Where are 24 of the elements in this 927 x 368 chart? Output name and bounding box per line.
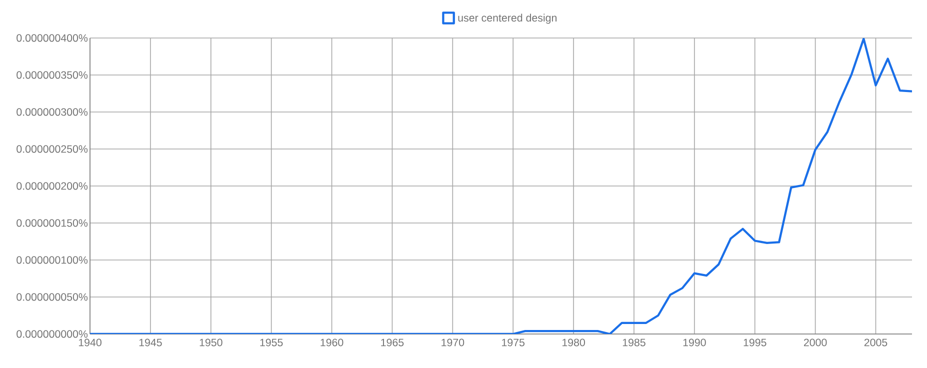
y-tick-label: 0.000000100% [16,256,88,264]
x-tick-label: 1990 [683,338,706,346]
x-tick-label: 1995 [744,338,766,346]
x-tick-label: 2000 [804,338,827,346]
legend-label: user centered design [458,14,557,24]
x-tick-label: 1980 [562,338,585,346]
x-tick-label: 1985 [622,338,646,346]
x-tick-label: 1960 [320,338,344,346]
y-tick-label: 0.000000150% [16,219,88,227]
x-tick-label: 1965 [381,338,404,346]
x-tick-label: 1950 [200,338,222,346]
y-tick-label: 0.000000400% [16,34,88,42]
x-tick-label: 1940 [78,338,102,346]
y-tick-label: 0.000000000% [16,330,88,338]
y-tick-label: 0.000000350% [16,71,88,79]
y-tick-label: 0.000000050% [16,293,88,301]
y-tick-label: 0.000000200% [16,182,88,190]
x-tick-label: 1955 [260,338,283,346]
y-tick-label: 0.000000300% [16,108,88,116]
x-tick-label: 1970 [442,338,464,346]
x-tick-label: 1945 [139,338,162,346]
y-tick-label: 0.000000250% [16,145,88,153]
x-tick-label: 1975 [502,338,524,346]
x-tick-label: 2005 [864,338,888,346]
